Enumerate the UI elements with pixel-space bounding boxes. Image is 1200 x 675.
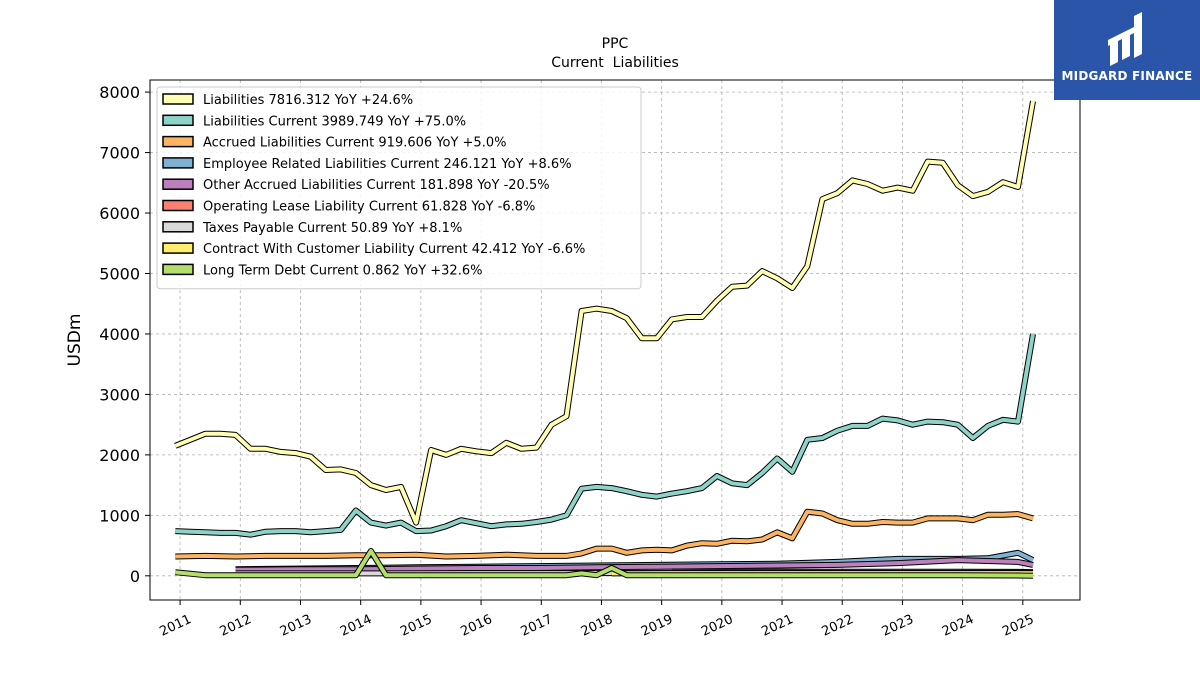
series-path xyxy=(174,100,1035,525)
legend-swatch xyxy=(162,157,194,169)
legend-label: Operating Lease Liability Current 61.828… xyxy=(203,200,535,215)
x-tick-label: 2022 xyxy=(820,612,856,640)
series-layer xyxy=(174,100,1036,579)
chart-title: PPC xyxy=(602,36,629,52)
legend-label: Contract With Customer Liability Current… xyxy=(203,242,585,257)
legend-label: Other Accrued Liabilities Current 181.89… xyxy=(203,178,550,193)
series-line xyxy=(175,333,1036,538)
legend: Liabilities 7816.312 YoY +24.6% Liabiliti… xyxy=(156,86,642,290)
x-tick-label: 2017 xyxy=(519,612,555,640)
series-line xyxy=(175,508,1034,560)
y-axis-label: USDm xyxy=(65,314,85,367)
plot-frame xyxy=(149,79,1081,601)
legend-item: Operating Lease Liability Current 61.828… xyxy=(162,199,535,215)
x-tick-label: 2018 xyxy=(579,612,615,640)
series-line xyxy=(174,100,1036,526)
legend-item: Liabilities Current 3989.749 YoY +75.0% xyxy=(162,114,466,129)
x-tick-label: 2014 xyxy=(338,612,374,640)
x-tick-label: 2024 xyxy=(940,612,976,640)
x-tick-label: 2019 xyxy=(639,612,675,640)
legend-swatch xyxy=(162,263,194,276)
legend-label: Liabilities Current 3989.749 YoY +75.0% xyxy=(203,114,466,129)
series-path xyxy=(175,549,1034,578)
series-line xyxy=(235,557,1034,573)
company-logo: MIDGARD FINANCE xyxy=(1054,0,1200,100)
series-path xyxy=(235,558,1034,572)
legend-swatch xyxy=(162,93,194,105)
series-path xyxy=(175,333,1035,537)
legend-label: Long Term Debt Current 0.862 YoY +32.6% xyxy=(203,263,482,278)
legend-item: Employee Related Liabilities Current 246… xyxy=(162,157,572,172)
legend-swatch xyxy=(162,178,194,190)
x-tick-label: 2015 xyxy=(398,612,434,640)
x-tick-label: 2012 xyxy=(218,612,254,640)
y-tick-label: 0 xyxy=(130,567,140,586)
x-tick-label: 2013 xyxy=(278,612,314,640)
y-tick-label: 4000 xyxy=(99,325,140,344)
x-tick-label: 2025 xyxy=(1000,612,1036,640)
y-axis-ticks: 0 1000 2000 3000 4000 5000 6000 7000 8000 xyxy=(99,83,150,586)
y-tick-label: 7000 xyxy=(99,144,140,163)
x-tick-label: 2023 xyxy=(880,612,916,640)
legend-box xyxy=(156,86,642,290)
legend-label: Liabilities 7816.312 YoY +24.6% xyxy=(203,93,413,108)
x-tick-label: 2016 xyxy=(458,612,494,640)
logo-text: MIDGARD FINANCE xyxy=(1061,69,1193,83)
legend-item: Taxes Payable Current 50.89 YoY +8.1% xyxy=(162,221,462,236)
series-path xyxy=(175,509,1034,559)
legend-item: Liabilities 7816.312 YoY +24.6% xyxy=(162,93,413,108)
series-outline xyxy=(175,333,1036,538)
y-tick-label: 8000 xyxy=(99,83,140,102)
legend-swatch xyxy=(162,199,194,212)
y-tick-label: 5000 xyxy=(99,264,140,283)
y-tick-label: 2000 xyxy=(99,446,140,465)
legend-item: Contract With Customer Liability Current… xyxy=(162,242,585,257)
legend-swatch xyxy=(162,221,194,233)
x-tick-label: 2021 xyxy=(759,612,795,640)
legend-label: Taxes Payable Current 50.89 YoY +8.1% xyxy=(202,221,462,236)
legend-swatch xyxy=(162,242,194,254)
legend-swatch xyxy=(162,114,194,127)
legend-item: Long Term Debt Current 0.862 YoY +32.6% xyxy=(162,263,482,278)
y-tick-label: 1000 xyxy=(99,506,140,525)
x-tick-label: 2011 xyxy=(157,612,193,640)
x-tick-label: 2020 xyxy=(699,612,735,640)
legend-label: Accrued Liabilities Current 919.606 YoY … xyxy=(203,136,506,151)
legend-swatch xyxy=(162,135,194,148)
chart-subtitle: Current Liabilities xyxy=(551,55,679,71)
logo-mark-icon xyxy=(1108,12,1142,66)
y-tick-label: 3000 xyxy=(99,385,140,404)
series-line xyxy=(175,548,1034,579)
y-tick-label: 6000 xyxy=(99,204,140,223)
legend-item: Accrued Liabilities Current 919.606 YoY … xyxy=(162,135,506,151)
legend-label: Employee Related Liabilities Current 246… xyxy=(203,157,572,172)
x-axis-ticks: 2011 2012 2013 2014 2015 2016 2017 2018 2019 2020… xyxy=(157,600,1037,640)
legend-item: Other Accrued Liabilities Current 181.89… xyxy=(162,178,550,193)
